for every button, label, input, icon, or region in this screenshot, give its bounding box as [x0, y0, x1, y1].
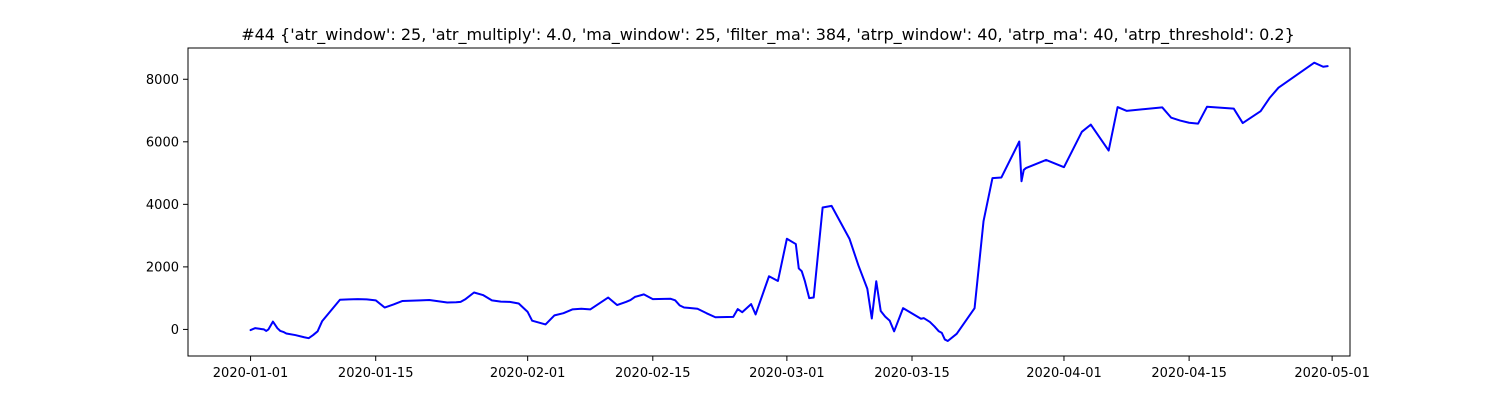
x-tick-label: 2020-03-01 [749, 366, 825, 381]
y-axis: 0 2000 4000 6000 8000 [146, 73, 188, 338]
x-tick-label: 2020-02-15 [615, 366, 691, 381]
x-tick-label: 2020-02-01 [490, 366, 566, 381]
axes-frame [187, 47, 1351, 357]
y-tick-label: 6000 [146, 135, 179, 150]
y-tick-label: 8000 [146, 73, 179, 88]
series-line [249, 61, 1329, 342]
x-tick-label: 2020-05-01 [1294, 366, 1370, 381]
x-tick-label: 2020-04-15 [1151, 366, 1227, 381]
y-tick-label: 2000 [146, 260, 179, 275]
y-tick-label: 0 [171, 323, 179, 338]
x-tick-label: 2020-01-01 [213, 366, 289, 381]
x-tick-label: 2020-01-15 [338, 366, 414, 381]
y-tick-label: 4000 [146, 198, 179, 213]
chart-title: #44 {'atr_window': 25, 'atr_multiply': 4… [241, 25, 1295, 45]
x-axis: 2020-01-01 2020-01-15 2020-02-01 2020-02-15… [213, 356, 1370, 381]
x-tick-label: 2020-03-15 [874, 366, 950, 381]
x-tick-label: 2020-04-01 [1026, 366, 1102, 381]
plot-area [249, 61, 1329, 342]
